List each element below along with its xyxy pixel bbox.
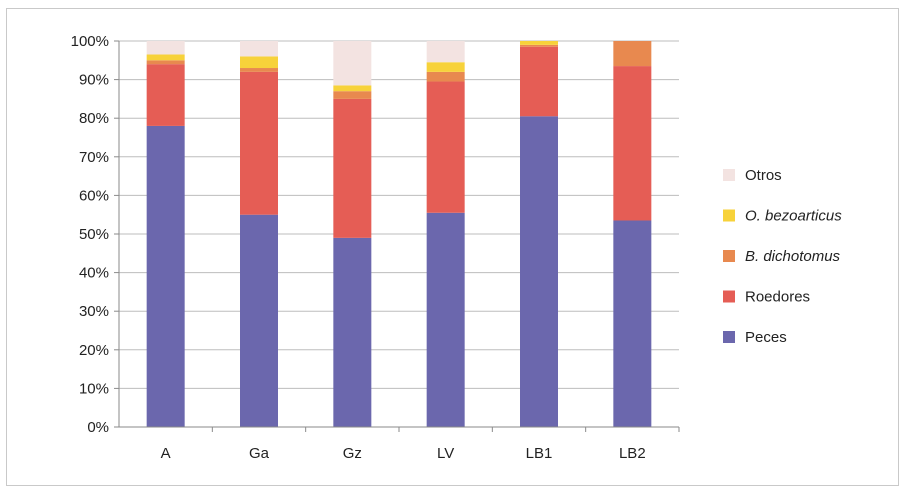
x-tick-label-lb1: LB1 [526, 445, 553, 462]
bar-segment-a-otros [146, 41, 185, 55]
bar-segment-lv-roedores [426, 81, 465, 213]
bar-segment-lb2-b-dichotomus [613, 41, 652, 67]
y-tick-label: 30% [79, 303, 109, 320]
bar-segment-lv-otros [426, 41, 465, 63]
bars [146, 41, 652, 428]
bar-segment-a-b-dichotomus [146, 60, 185, 65]
legend-label-otros: Otros [745, 167, 782, 184]
y-tick-label: 70% [79, 149, 109, 166]
bar-segment-lb1-peces [520, 116, 558, 428]
bar-segment-lb2-roedores [613, 66, 652, 221]
bar-segment-lb1-roedores [520, 46, 558, 117]
y-tick-label: 80% [79, 110, 109, 127]
x-tick-label-gz: Gz [343, 445, 362, 462]
legend-label-roedores: Roedores [745, 289, 810, 306]
legend-swatch-peces [723, 331, 735, 343]
bar-segment-gz-o-bezoarticus [333, 85, 372, 92]
legend-swatch-o-bezoarticus [723, 209, 735, 222]
x-tick-labels: A Ga Gz LV LB1 LB2 [161, 445, 646, 462]
legend-label-peces: Peces [745, 329, 787, 346]
bar-segment-lb2-peces [613, 220, 652, 427]
bar-segment-lb1-b-dichotomus [520, 44, 558, 47]
bar-segment-ga-b-dichotomus [240, 68, 278, 72]
bar-segment-ga-roedores [240, 71, 278, 215]
bar-segment-a-peces [146, 125, 185, 428]
chart-frame: 0% 10% 20% 30% 40% 50% 60% 70% 80% 90% 100% A Ga Gz L… [6, 8, 899, 486]
y-tick-label: 100% [71, 33, 109, 50]
bar-segment-lb1-o-bezoarticus [520, 41, 558, 45]
y-tick-labels: 0% 10% 20% 30% 40% 50% 60% 70% 80% 90% 100% [71, 33, 109, 436]
y-tick-label: 40% [79, 265, 109, 282]
bar-segment-gz-peces [333, 237, 372, 427]
x-tick-label-a: A [161, 445, 171, 462]
bar-segment-a-o-bezoarticus [146, 54, 185, 61]
x-tick-label-ga: Ga [249, 445, 270, 462]
stacked-bar-chart: 0% 10% 20% 30% 40% 50% 60% 70% 80% 90% 100% A Ga Gz L… [71, 33, 843, 462]
legend-swatch-otros [723, 169, 735, 181]
x-tick-label-lb2: LB2 [619, 445, 646, 462]
y-tick-label: 90% [79, 72, 109, 89]
x-tick-label-lv: LV [437, 445, 454, 462]
bar-segment-a-roedores [146, 64, 185, 126]
legend-label-o-bezoarticus: O. bezoarticus [745, 208, 842, 225]
bar-segment-lv-peces [426, 212, 465, 427]
axes [114, 40, 680, 432]
bar-segment-gz-otros [333, 41, 372, 86]
bar-segment-ga-otros [240, 41, 278, 57]
y-tick-label: 60% [79, 187, 109, 204]
gridlines [119, 40, 679, 389]
bar-segment-gz-roedores [333, 98, 372, 238]
bar-segment-ga-o-bezoarticus [240, 56, 278, 69]
y-tick-label: 0% [87, 419, 109, 436]
bar-segment-lv-b-dichotomus [426, 71, 465, 82]
legend-label-b-dichotomus: B. dichotomus [745, 248, 841, 265]
legend: Otros O. bezoarticus B. dichotomus Roedores… [723, 167, 842, 346]
y-tick-label: 20% [79, 342, 109, 359]
y-tick-label: 10% [79, 380, 109, 397]
legend-swatch-roedores [723, 290, 735, 303]
bar-segment-lv-o-bezoarticus [426, 62, 465, 72]
bar-segment-gz-b-dichotomus [333, 91, 372, 99]
y-tick-label: 50% [79, 226, 109, 243]
legend-swatch-b-dichotomus [723, 250, 735, 262]
bar-segment-ga-peces [240, 214, 278, 427]
